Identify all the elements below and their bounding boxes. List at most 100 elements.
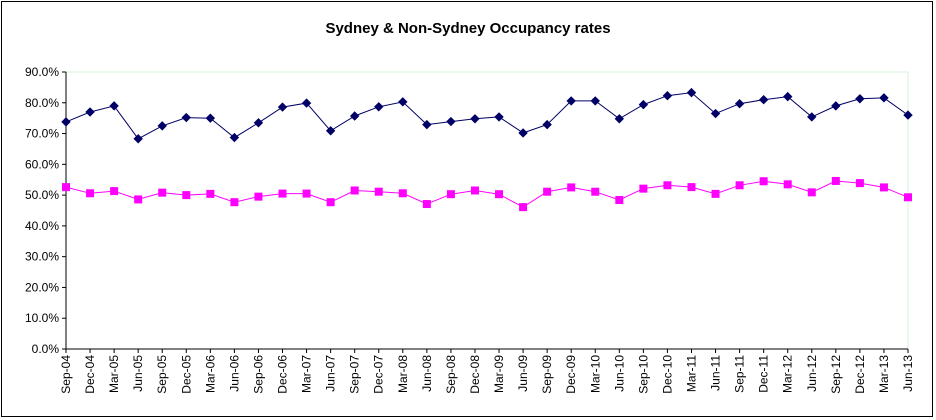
series-2-point — [110, 187, 119, 196]
series-2-point — [254, 192, 263, 201]
series-2-point — [711, 189, 720, 198]
x-tick-label: Dec-04 — [83, 355, 97, 394]
series-2-point — [134, 195, 143, 204]
y-tick-label: 20.0% — [25, 280, 59, 294]
series-2-point — [62, 183, 70, 192]
x-axis: Sep-04 Dec-04 Mar-05 Jun-05 Sep-05 Dec-05 Mar-… — [59, 348, 915, 394]
series-1-point — [783, 91, 793, 102]
series-2-point — [158, 188, 167, 197]
series-1-point — [301, 98, 312, 108]
x-tick-label: Dec-05 — [179, 355, 193, 394]
series-1-point — [758, 94, 769, 105]
series-1-point — [807, 112, 817, 122]
x-tick-label: Sep-06 — [251, 355, 265, 394]
y-tick-label: 90.0% — [25, 65, 59, 79]
series-1-point — [638, 99, 649, 110]
y-tick-label: 40.0% — [25, 219, 59, 233]
x-tick-label: Mar-11 — [684, 355, 698, 392]
series-1-point — [61, 117, 71, 127]
x-tick-label: Sep-04 — [59, 355, 73, 394]
series-2-point — [350, 186, 359, 195]
series-group — [61, 87, 913, 212]
y-tick-label: 30.0% — [25, 250, 59, 264]
series-1-point — [686, 87, 697, 98]
series-1-point — [85, 107, 95, 117]
x-tick-label: Dec-11 — [757, 355, 771, 393]
series-1-point — [734, 98, 745, 109]
x-tick-label: Jun-08 — [420, 355, 434, 392]
series-2-point — [230, 198, 239, 207]
series-1-point — [181, 112, 191, 123]
series-1-point — [374, 102, 384, 112]
x-tick-label: Sep-11 — [733, 355, 747, 393]
series-2-point — [855, 179, 864, 188]
series-1-point — [855, 94, 865, 104]
series-2-point — [615, 196, 624, 205]
series-2-point — [446, 190, 455, 199]
x-tick-label: Jun-09 — [516, 355, 530, 392]
series-2-point — [783, 180, 792, 189]
y-tick-label: 70.0% — [25, 127, 59, 141]
chart-title: Sydney & Non-Sydney Occupancy rates — [325, 20, 610, 37]
series-1-point — [229, 132, 240, 143]
series-2-point — [182, 191, 191, 200]
series-1-point — [566, 96, 576, 106]
x-tick-label: Sep-05 — [155, 355, 169, 394]
x-tick-label: Mar-08 — [396, 355, 410, 393]
series-2-point — [519, 203, 528, 212]
series-2-line — [65, 180, 909, 208]
x-tick-label: Mar-09 — [492, 355, 506, 393]
series-2-point — [735, 181, 744, 190]
series-1-point — [349, 111, 360, 121]
series-1-line — [65, 92, 909, 140]
x-tick-label: Mar-05 — [107, 355, 121, 393]
x-tick-label: Sep-07 — [348, 355, 362, 394]
series-2-point — [759, 177, 768, 186]
series-1-point — [903, 110, 913, 120]
series-2-point — [398, 189, 407, 198]
series-1-point — [109, 101, 119, 111]
y-tick-label: 0.0% — [32, 342, 60, 356]
series-2-point — [831, 176, 840, 185]
series-2-point — [807, 188, 816, 197]
series-1-point — [253, 118, 264, 128]
x-tick-label: Dec-09 — [564, 355, 578, 394]
series-2-point — [567, 183, 576, 192]
y-tick-label: 10.0% — [25, 311, 59, 325]
series-1-point — [710, 108, 721, 119]
series-2-point — [687, 183, 696, 192]
series-2-point — [904, 193, 912, 202]
series-2-point — [278, 189, 287, 198]
series-1-point — [662, 90, 673, 101]
x-tick-label: Mar-10 — [588, 355, 602, 393]
series-1-point — [518, 128, 528, 138]
x-tick-label: Sep-09 — [540, 355, 554, 394]
series-1-point — [879, 93, 889, 103]
x-tick-label: Dec-10 — [660, 355, 674, 394]
plot-area — [65, 71, 909, 350]
series-1-point — [614, 114, 625, 124]
series-1-point — [398, 97, 408, 107]
y-tick-label: 60.0% — [25, 157, 59, 171]
series-1-point — [542, 119, 552, 130]
series-2-point — [543, 187, 552, 196]
series-2-point — [86, 189, 95, 198]
series-2-point — [422, 200, 431, 209]
series-2-point — [302, 189, 311, 198]
series-1-point — [157, 121, 167, 131]
x-tick-label: Mar-13 — [877, 355, 891, 393]
series-1-point — [205, 113, 216, 123]
series-1-point — [133, 134, 143, 144]
series-1-point — [325, 126, 336, 136]
x-tick-label: Dec-08 — [468, 355, 482, 394]
y-tick-label: 50.0% — [25, 188, 59, 202]
series-2-point — [206, 189, 215, 198]
series-2-point — [663, 181, 672, 190]
x-tick-label: Jun-13 — [901, 355, 915, 392]
y-axis: 0.0% 10.0% 20.0% 30.0% 40.0% 50.0% 60.0% 70.0% 8… — [25, 65, 67, 356]
x-tick-label: Jun-12 — [805, 355, 819, 392]
series-2-point — [591, 187, 600, 196]
series-1-point — [422, 119, 432, 130]
